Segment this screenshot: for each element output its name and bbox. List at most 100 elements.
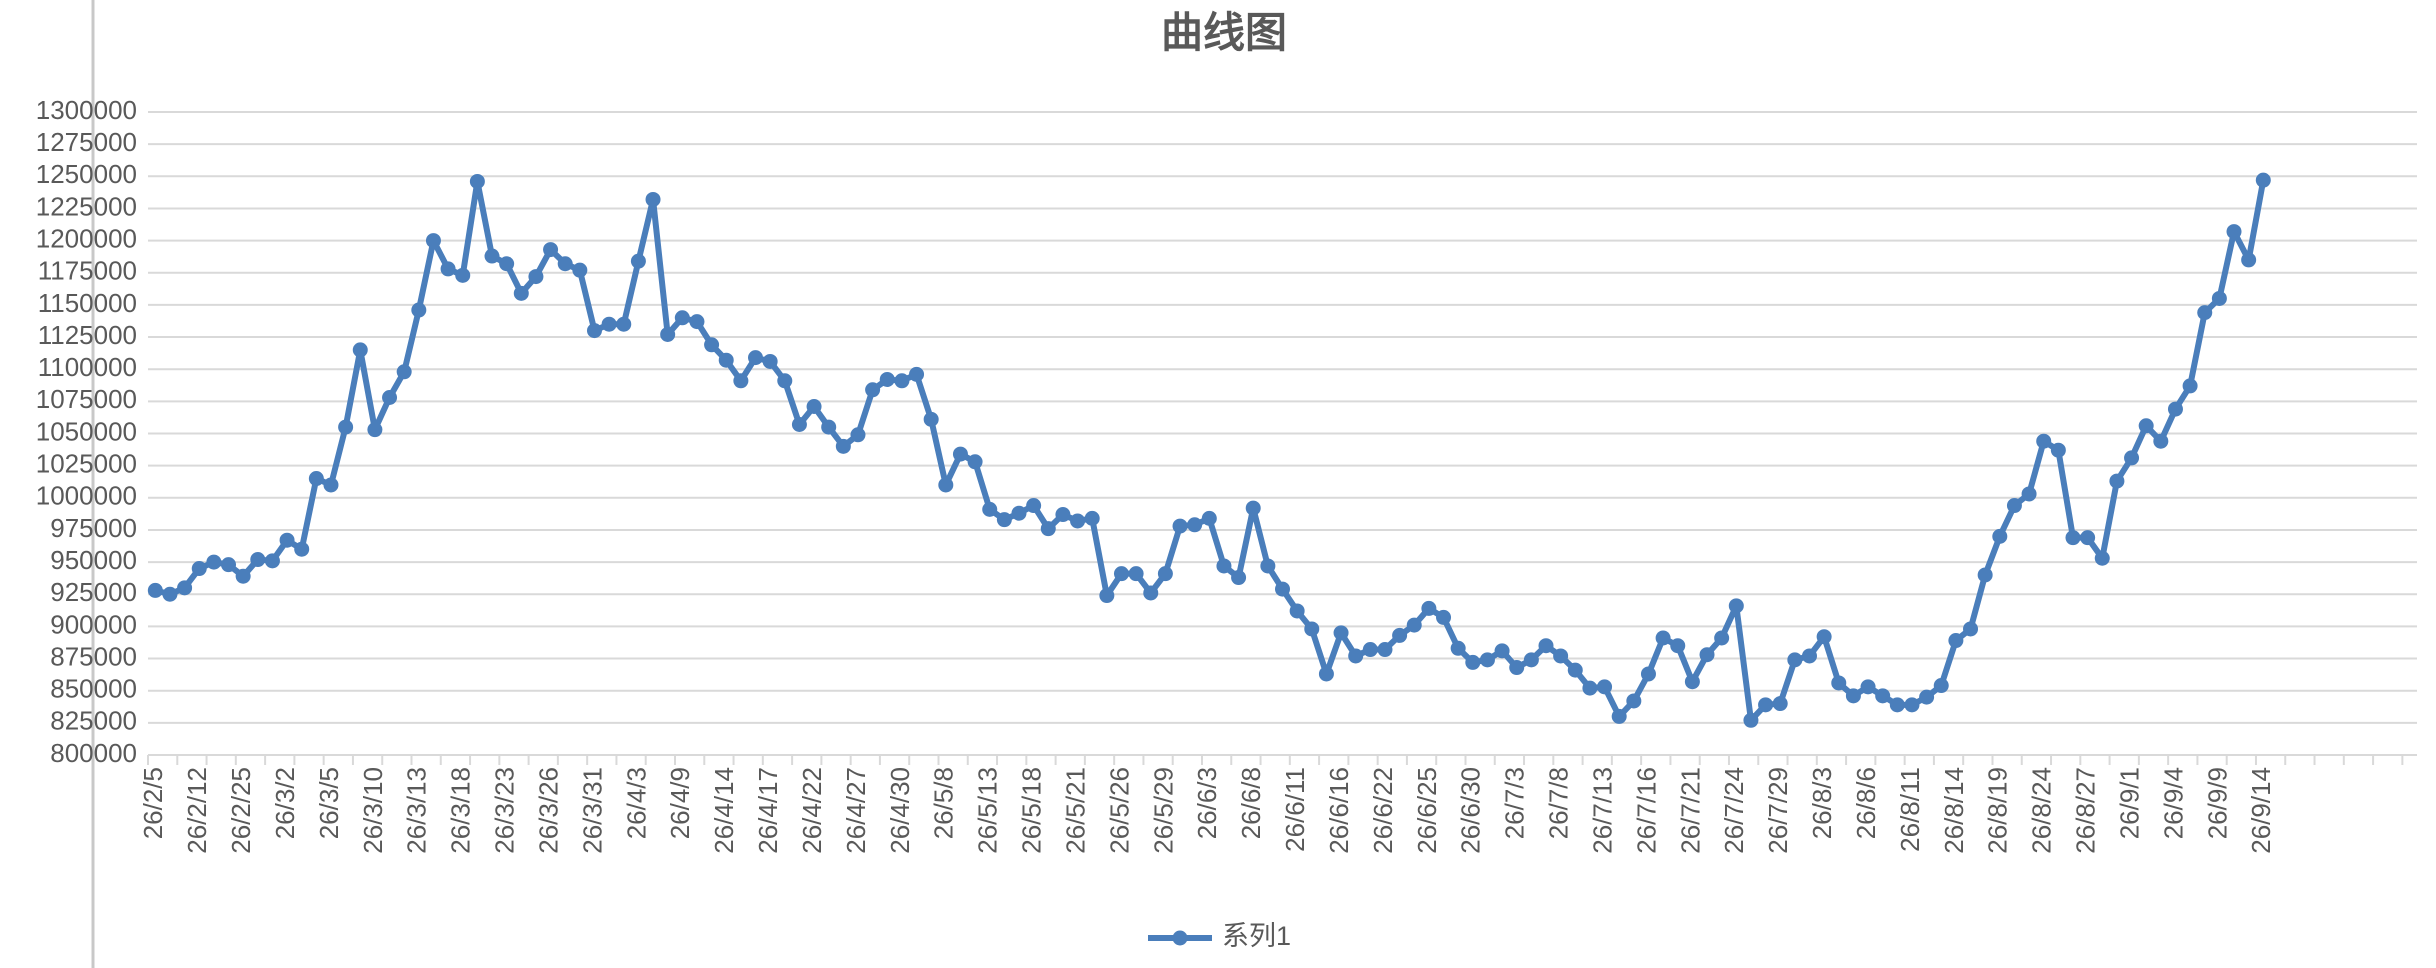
x-tick-label: 26/9/1 xyxy=(2114,767,2144,839)
point-marker xyxy=(2109,473,2125,489)
point-marker xyxy=(923,411,939,427)
legend-label: 系列1 xyxy=(1222,921,1291,951)
point-marker xyxy=(1860,679,1876,695)
point-marker xyxy=(1450,640,1466,656)
point-marker xyxy=(952,446,968,462)
point-marker xyxy=(177,580,193,596)
y-tick-label: 900000 xyxy=(50,609,137,639)
point-marker xyxy=(1743,712,1759,728)
y-tick-label: 1275000 xyxy=(36,127,137,157)
x-tick-label: 26/6/16 xyxy=(1324,767,1354,854)
x-tick-label: 26/5/8 xyxy=(929,767,959,839)
x-tick-label: 26/3/13 xyxy=(402,767,432,854)
point-marker xyxy=(396,364,412,380)
point-marker xyxy=(221,557,237,573)
point-marker xyxy=(1143,585,1159,601)
point-marker xyxy=(1831,675,1847,691)
point-marker xyxy=(1362,642,1378,658)
point-marker xyxy=(2226,224,2242,240)
point-marker xyxy=(1392,627,1408,643)
point-marker xyxy=(1216,558,1232,574)
x-tick-label: 26/9/9 xyxy=(2202,767,2232,839)
point-marker xyxy=(528,269,544,285)
point-marker xyxy=(704,337,720,353)
point-marker xyxy=(308,471,324,487)
point-marker xyxy=(2255,172,2271,188)
point-marker xyxy=(586,323,602,339)
y-tick-label: 1125000 xyxy=(38,320,137,350)
x-tick-label: 26/5/29 xyxy=(1148,767,1178,854)
y-tick-label: 1175000 xyxy=(38,256,137,286)
x-tick-label: 26/3/26 xyxy=(533,767,563,854)
point-marker xyxy=(338,419,354,435)
point-marker xyxy=(2197,305,2213,321)
point-marker xyxy=(1436,609,1452,625)
point-marker xyxy=(2021,486,2037,502)
y-tick-label: 1000000 xyxy=(36,481,137,511)
point-marker xyxy=(967,454,983,470)
point-marker xyxy=(1040,521,1056,537)
point-marker xyxy=(147,582,163,598)
point-marker xyxy=(1582,680,1598,696)
y-tick-label: 825000 xyxy=(50,706,137,736)
point-marker xyxy=(484,248,500,264)
point-marker xyxy=(982,501,998,517)
point-marker xyxy=(1231,570,1247,586)
x-tick-label: 26/5/18 xyxy=(1017,767,1047,854)
y-tick-label: 1300000 xyxy=(36,95,137,125)
x-tick-label: 26/9/4 xyxy=(2158,767,2188,839)
point-marker xyxy=(2153,433,2169,449)
point-marker xyxy=(1801,648,1817,664)
y-tick-label: 800000 xyxy=(50,738,137,768)
x-tick-label: 26/7/8 xyxy=(1544,767,1574,839)
y-tick-label: 925000 xyxy=(50,577,137,607)
y-tick-label: 1100000 xyxy=(38,352,137,382)
point-marker xyxy=(1172,518,1188,534)
point-marker xyxy=(2036,433,2052,449)
point-marker xyxy=(1714,630,1730,646)
point-marker xyxy=(455,267,471,283)
x-tick-label: 26/6/25 xyxy=(1412,767,1442,854)
point-marker xyxy=(2094,550,2110,566)
x-tick-label: 26/4/9 xyxy=(665,767,695,839)
x-tick-label: 26/7/16 xyxy=(1631,767,1661,854)
x-tick-label: 26/9/14 xyxy=(2246,767,2276,854)
point-marker xyxy=(689,314,705,330)
x-tick-label: 26/3/2 xyxy=(270,767,300,839)
point-marker xyxy=(499,256,515,272)
point-marker xyxy=(1538,638,1554,654)
x-tick-label: 26/8/27 xyxy=(2071,767,2101,854)
point-marker xyxy=(1684,674,1700,690)
point-marker xyxy=(1553,648,1569,664)
point-marker xyxy=(1055,507,1071,523)
x-tick-label: 26/8/11 xyxy=(1895,767,1925,852)
y-tick-label: 950000 xyxy=(50,545,137,575)
x-tick-label: 26/2/25 xyxy=(226,767,256,854)
point-marker xyxy=(1567,662,1583,678)
x-tick-label: 26/4/30 xyxy=(885,767,915,854)
point-marker xyxy=(1787,652,1803,668)
x-tick-label: 26/3/31 xyxy=(577,767,607,854)
x-tick-label: 26/7/29 xyxy=(1763,767,1793,854)
y-tick-label: 1225000 xyxy=(36,191,137,221)
point-marker xyxy=(1479,652,1495,668)
point-marker xyxy=(1289,603,1305,619)
point-marker xyxy=(1626,693,1642,709)
point-marker xyxy=(543,242,559,258)
point-marker xyxy=(616,316,632,332)
point-marker xyxy=(2050,442,2066,458)
point-marker xyxy=(996,512,1012,528)
point-marker xyxy=(850,427,866,443)
point-marker xyxy=(2241,252,2257,268)
y-tick-label: 850000 xyxy=(50,674,137,704)
axes: 8000008250008500008750009000009250009500… xyxy=(36,95,2417,854)
point-marker xyxy=(1670,638,1686,654)
point-marker xyxy=(1099,588,1115,604)
point-marker xyxy=(1318,666,1334,682)
point-marker xyxy=(1260,558,1276,574)
point-marker xyxy=(206,554,222,570)
point-marker xyxy=(1128,566,1144,582)
x-tick-label: 26/5/21 xyxy=(1060,767,1090,854)
point-marker xyxy=(791,416,807,432)
point-marker xyxy=(1845,688,1861,704)
